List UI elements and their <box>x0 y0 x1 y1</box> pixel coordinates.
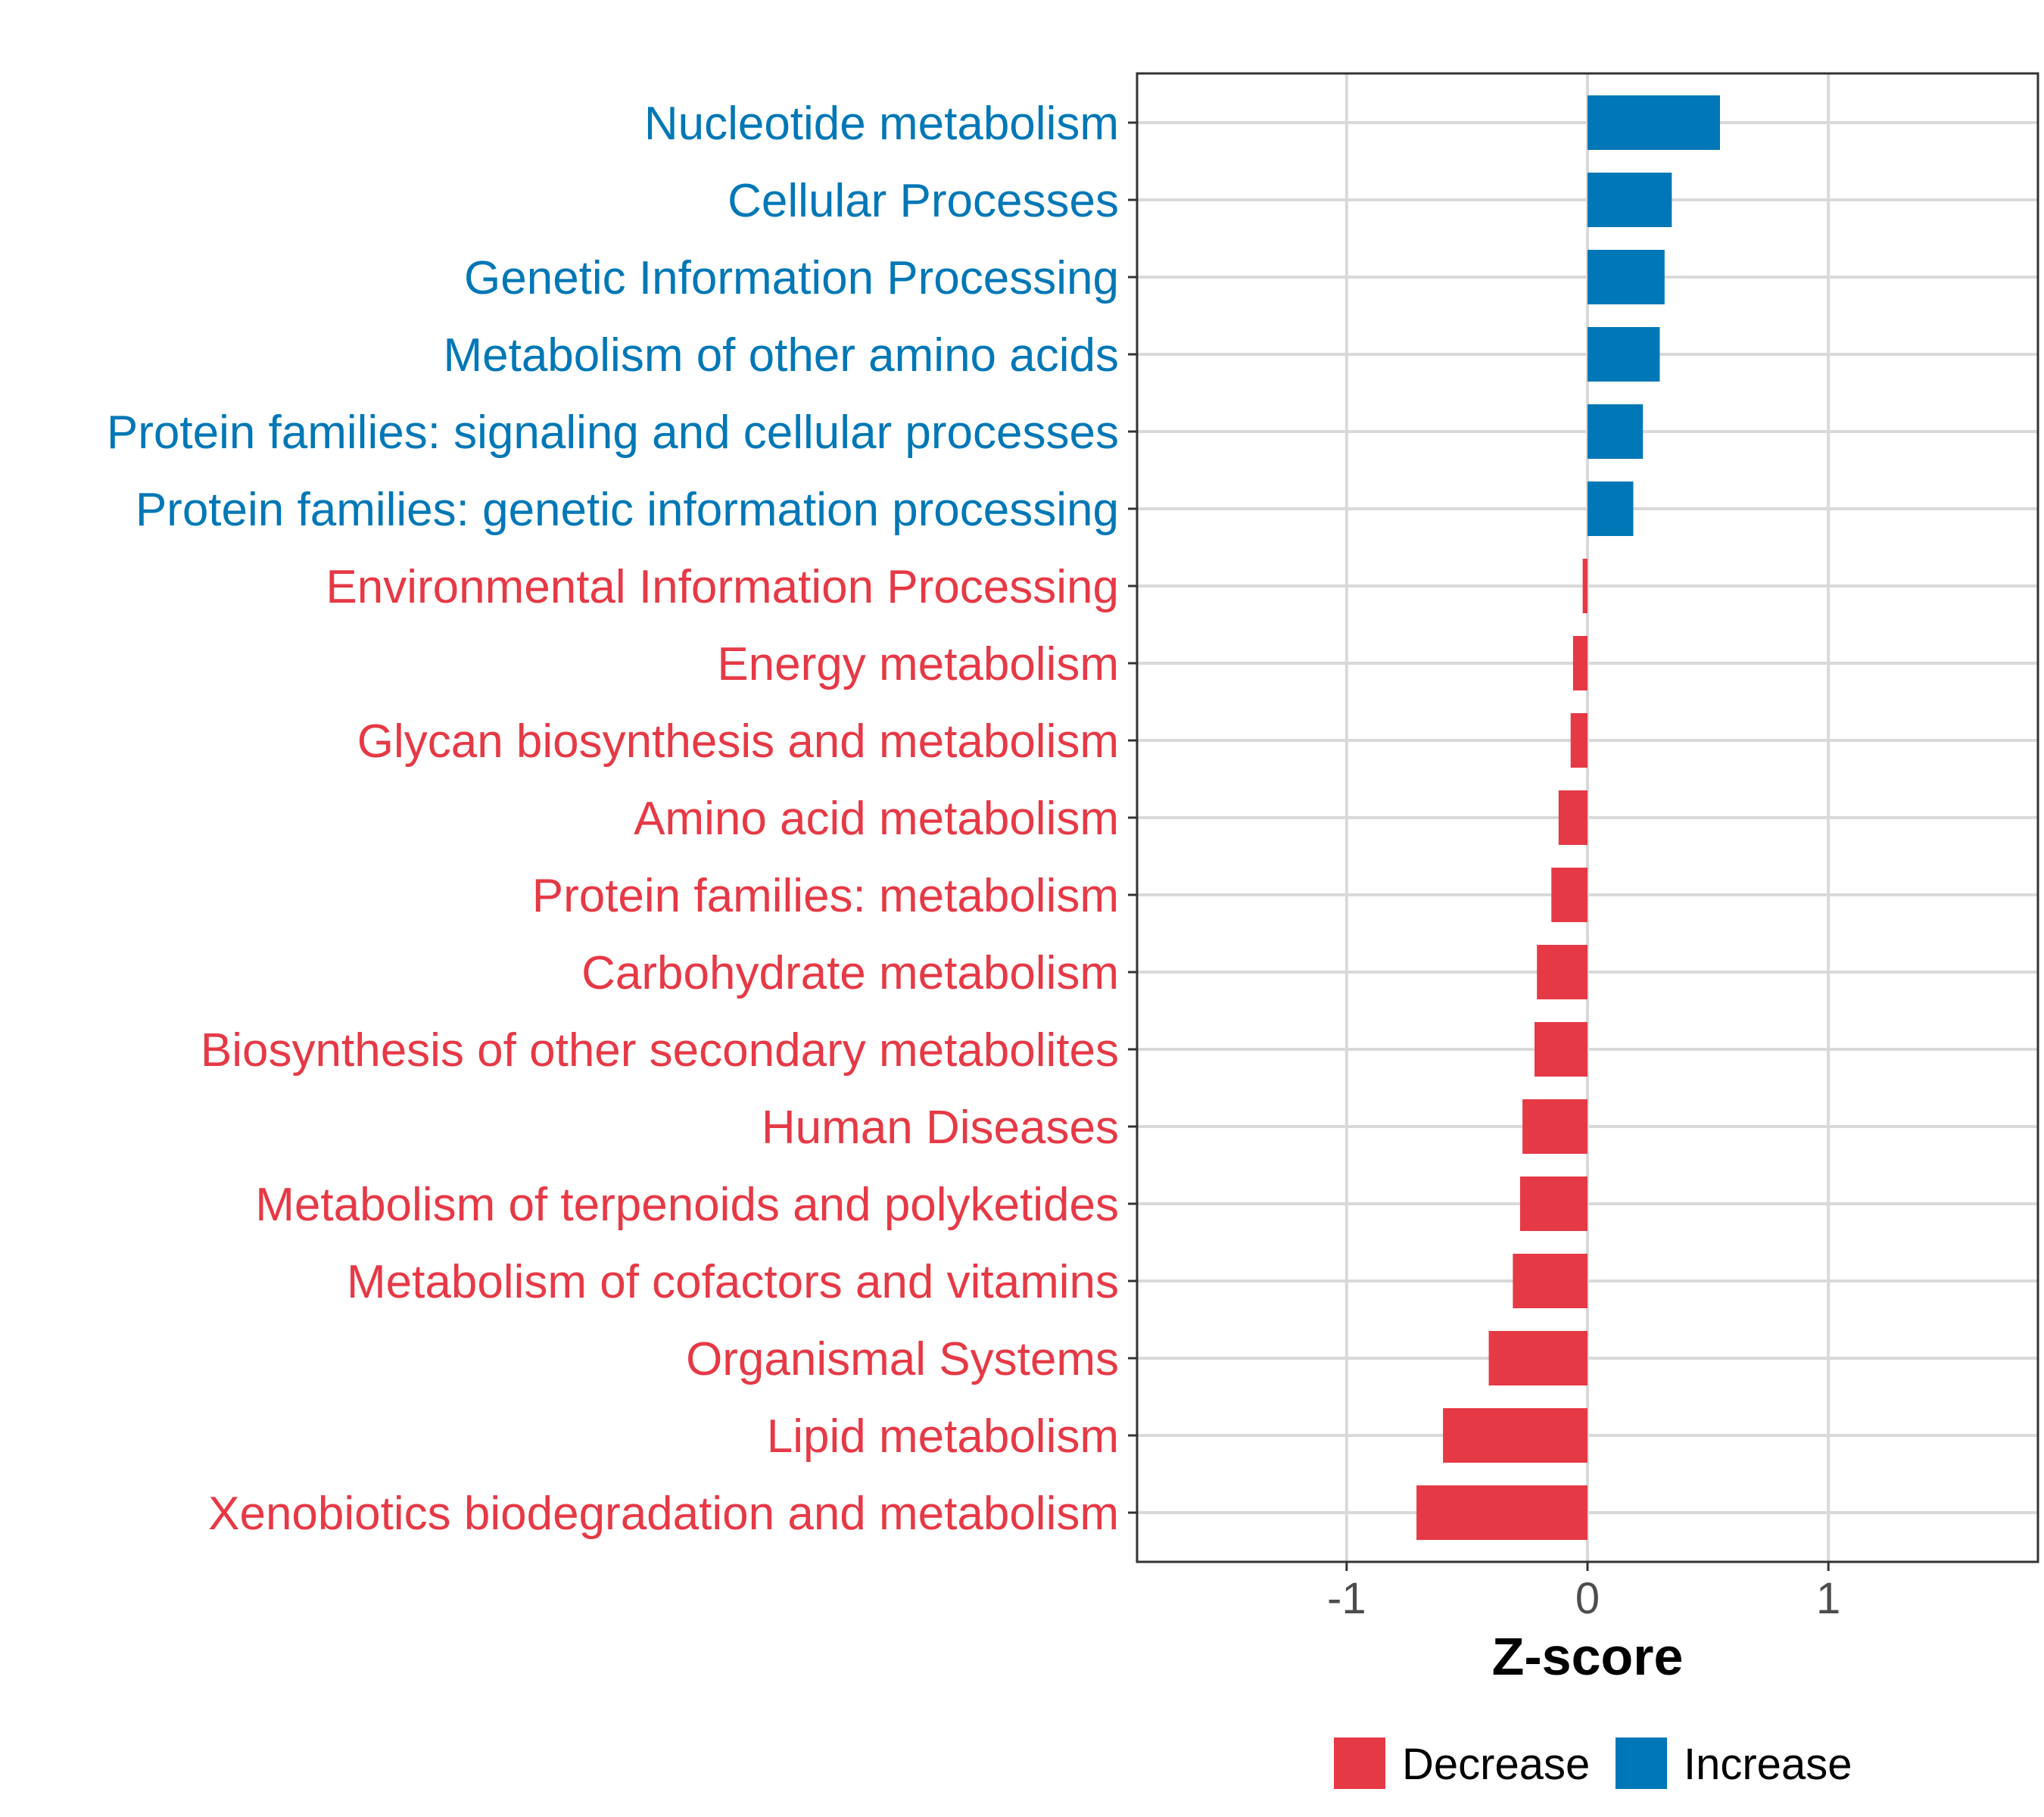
x-tick-label: 0 <box>1575 1574 1600 1623</box>
category-label: Metabolism of other amino acids <box>443 329 1119 382</box>
category-label: Energy metabolism <box>717 638 1119 690</box>
bar <box>1443 1408 1588 1463</box>
category-label: Carbohydrate metabolism <box>581 947 1119 999</box>
x-tick-label: 1 <box>1816 1574 1840 1623</box>
x-axis-title: Z-score <box>1492 1627 1684 1686</box>
bar <box>1522 1099 1588 1154</box>
x-axis-ticks: -1 0 1 <box>1327 1562 1840 1623</box>
bar <box>1582 559 1588 613</box>
legend: Decrease Increase <box>1334 1738 1852 1789</box>
x-tick-label: -1 <box>1327 1574 1366 1623</box>
bar <box>1535 1022 1588 1077</box>
bar <box>1488 1331 1588 1385</box>
category-label: Xenobiotics biodegradation and metabolis… <box>208 1488 1119 1540</box>
category-label: Cellular Processes <box>728 175 1119 227</box>
bar <box>1588 404 1644 459</box>
category-label: Glycan biosynthesis and metabolism <box>357 715 1119 768</box>
y-axis-labels: Nucleotide metabolism Cellular Processes G… <box>107 98 1119 1540</box>
bar <box>1416 1485 1588 1540</box>
bar <box>1588 173 1672 227</box>
category-label: Lipid metabolism <box>767 1410 1119 1463</box>
bar <box>1519 1177 1588 1231</box>
bar <box>1588 250 1665 304</box>
bar <box>1588 482 1634 536</box>
bar <box>1551 868 1588 922</box>
legend-key-increase <box>1616 1738 1667 1789</box>
bar-layer <box>1416 95 1720 1540</box>
category-label: Biosynthesis of other secondary metaboli… <box>201 1024 1119 1077</box>
bar <box>1537 945 1588 999</box>
legend-label-increase: Increase <box>1684 1740 1852 1789</box>
bar <box>1570 713 1588 768</box>
category-label: Metabolism of terpenoids and polyketides <box>255 1179 1119 1231</box>
category-label: Environmental Information Processing <box>326 561 1119 613</box>
category-label: Genetic Information Processing <box>464 252 1119 304</box>
bar <box>1558 790 1588 845</box>
category-label: Human Diseases <box>762 1102 1119 1154</box>
category-label: Organismal Systems <box>686 1333 1119 1385</box>
category-label: Protein families: signaling and cellular… <box>107 407 1119 459</box>
bar <box>1588 327 1660 382</box>
bar <box>1588 95 1720 150</box>
legend-label-decrease: Decrease <box>1402 1740 1590 1789</box>
legend-key-decrease <box>1334 1738 1385 1789</box>
bar <box>1513 1254 1588 1308</box>
category-label: Metabolism of cofactors and vitamins <box>347 1256 1119 1308</box>
y-axis-ticks <box>1128 121 1137 1514</box>
bar <box>1572 636 1588 690</box>
category-label: Amino acid metabolism <box>634 793 1119 845</box>
category-label: Nucleotide metabolism <box>644 98 1119 150</box>
category-label: Protein families: genetic information pr… <box>136 484 1119 536</box>
category-label: Protein families: metabolism <box>532 870 1119 922</box>
